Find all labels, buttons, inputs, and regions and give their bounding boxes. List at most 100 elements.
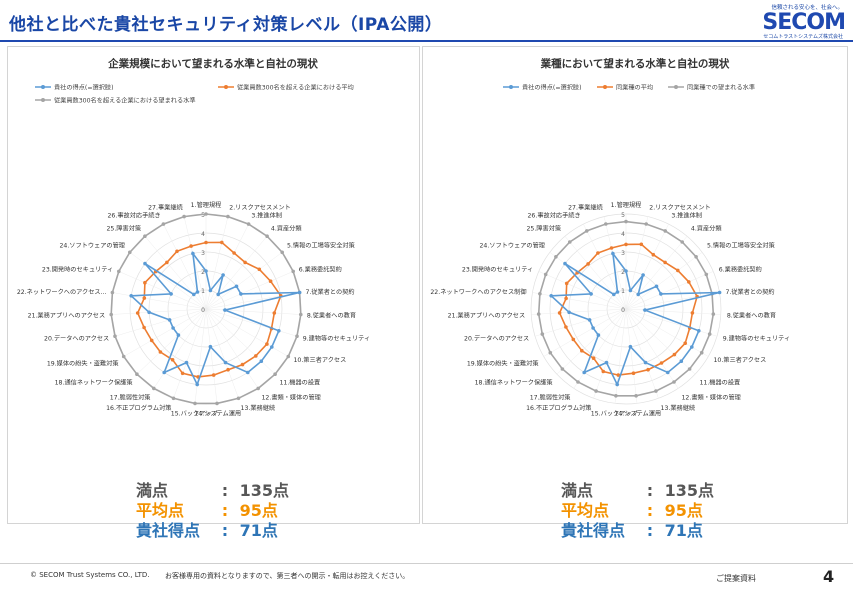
logo-subtitle: セコムトラストシステムズ株式会社	[763, 34, 843, 40]
data-point	[615, 382, 619, 387]
data-point	[191, 251, 195, 256]
data-point	[143, 280, 147, 285]
category-label: 11.機器の設置	[699, 378, 740, 386]
data-point	[265, 234, 269, 238]
grid-spoke	[531, 308, 627, 315]
category-label: 27.事業継続	[148, 204, 183, 212]
category-label: 13.業務継続	[241, 404, 276, 412]
data-point	[624, 242, 628, 247]
tick-label: 5	[621, 212, 625, 219]
series-line	[558, 243, 698, 376]
data-point	[567, 310, 571, 315]
category-label: 24.ソフトウェアの管理	[479, 242, 545, 250]
category-label: 8.従業者への教育	[307, 311, 356, 319]
category-label: 23.開発時のセキュリティ	[462, 265, 533, 273]
data-point	[232, 251, 236, 255]
legend-marker	[41, 98, 45, 102]
legend-marker	[674, 85, 678, 89]
grid-spoke	[123, 308, 207, 357]
legend-marker	[224, 85, 228, 89]
grid-spoke	[614, 308, 627, 404]
grid-spoke	[111, 308, 207, 315]
category-label: 26.事故対応手続き	[528, 212, 581, 220]
score-avg: 平均点: 95点	[561, 501, 703, 520]
data-point	[165, 260, 169, 265]
grid-spoke	[183, 216, 207, 310]
category-label: 11.機器の設置	[279, 378, 320, 386]
data-point	[646, 367, 650, 372]
data-point	[254, 354, 258, 358]
data-point	[624, 269, 628, 273]
tick-label: 0	[201, 307, 205, 314]
category-label: 3.推進体制	[251, 212, 282, 220]
data-point	[654, 389, 658, 393]
data-point	[121, 354, 126, 359]
category-label: 10.第三者アクセス	[713, 356, 766, 364]
grid-spoke	[625, 236, 688, 310]
category-label: 18.通信ネットワーク保護策	[475, 378, 553, 386]
category-label: 8.従業者への教育	[727, 311, 776, 319]
category-label: 21.業務アプリへのアクセス	[28, 311, 106, 319]
tick-label: 4	[621, 231, 625, 238]
category-label: 2.リスクアセスメント	[229, 205, 290, 212]
data-point	[110, 290, 115, 295]
tick-label: 2	[621, 269, 625, 276]
data-point	[643, 308, 647, 312]
legend-marker	[603, 85, 607, 89]
data-point	[663, 229, 667, 233]
data-point	[560, 367, 565, 371]
grid-spoke	[625, 308, 721, 315]
data-point	[216, 292, 220, 297]
data-point	[568, 240, 572, 244]
data-point	[604, 360, 609, 365]
grid-spoke	[129, 252, 207, 310]
legend-label: 貴社の得点(=選択肢)	[54, 84, 114, 92]
category-label: 17.脆弱性対策	[110, 393, 151, 401]
data-point	[280, 250, 285, 255]
legend-label: 従業員数300名を超える企業における平均	[237, 84, 354, 92]
data-point	[594, 389, 598, 393]
data-point	[634, 394, 638, 398]
category-label: 14.システム運用	[614, 410, 661, 417]
data-point	[142, 296, 147, 300]
data-point	[169, 292, 173, 296]
category-label: 22.ネットワークへのアクセス...	[17, 289, 107, 296]
chart-title: 業種において望まれる水準と自社の現状	[540, 57, 730, 70]
grid-spoke	[573, 308, 627, 389]
data-point	[162, 370, 166, 375]
category-label: 16.不正プログラム対策	[106, 404, 171, 412]
category-label: 2.リスクアセスメント	[649, 205, 710, 212]
category-label: 1.管理規程	[611, 201, 642, 209]
category-label: 6.業務委託契約	[719, 265, 762, 273]
data-point	[113, 334, 117, 339]
data-point	[576, 380, 580, 384]
category-label: 6.業務委託契約	[299, 265, 342, 273]
series-line	[110, 213, 302, 405]
data-point	[604, 222, 608, 226]
series-line	[129, 250, 300, 387]
grid-spoke	[205, 308, 298, 337]
data-point	[117, 269, 121, 274]
data-point	[129, 294, 133, 298]
data-point	[644, 222, 648, 226]
data-point	[543, 272, 548, 277]
data-point	[221, 273, 225, 277]
data-point	[109, 312, 113, 317]
data-point	[180, 371, 185, 376]
logo-tagline: 信頼される安心を、社会へ。	[771, 5, 843, 11]
data-point	[143, 234, 147, 238]
category-label: 5.情報の工場等安全対策	[287, 242, 355, 250]
data-point	[193, 401, 197, 406]
data-point	[548, 350, 553, 355]
secom-logo: SECOM	[762, 10, 846, 35]
category-label: 19.媒体の紛失・盗難対策	[467, 360, 539, 368]
data-point	[717, 290, 722, 295]
category-label: 18.通信ネットワーク保護策	[55, 378, 133, 386]
score-own: 貴社得点: 71点	[136, 521, 278, 540]
legend-label: 同業種での望まれる水準	[687, 84, 755, 92]
grid-spoke	[163, 223, 207, 310]
data-point	[204, 212, 208, 216]
series-line	[549, 250, 720, 387]
grid-spoke	[114, 308, 207, 337]
